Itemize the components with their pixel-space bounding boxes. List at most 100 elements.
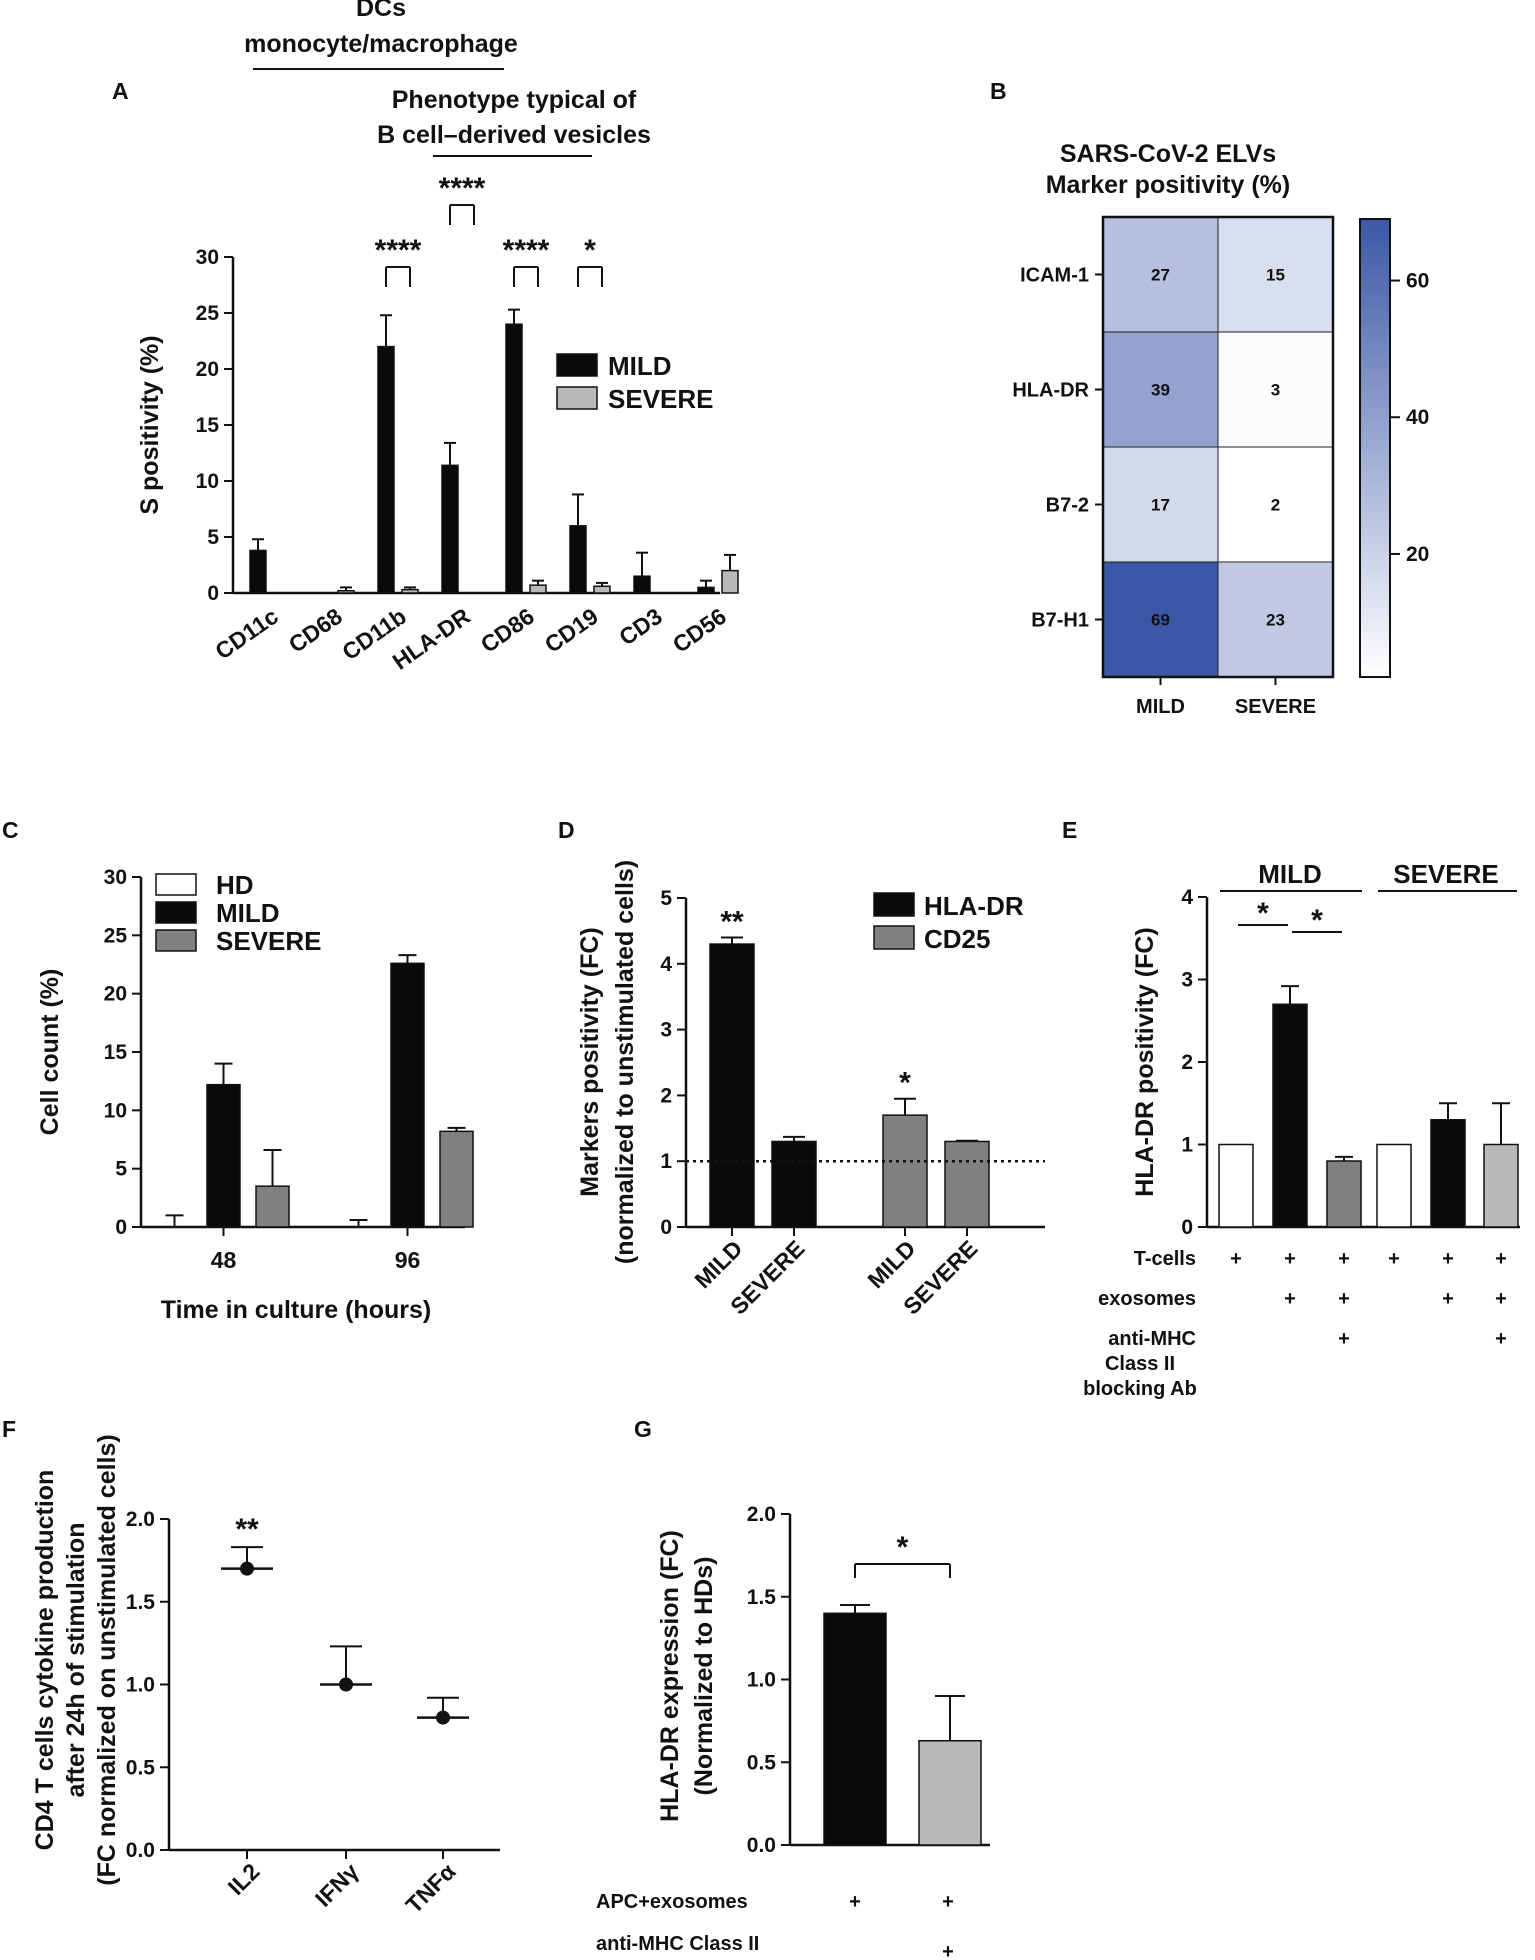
panel-a-bar-cd86-severe — [529, 584, 547, 594]
panel-d-legend-swatch-hla-dr — [873, 892, 915, 917]
panel-e-group-label-severe: SEVERE — [1393, 859, 1499, 889]
panel-a-y-tick-label-4: 20 — [196, 358, 219, 381]
panel-e-bar-5 — [1483, 1143, 1519, 1228]
panel-g-y-tick-label-4: 2.0 — [747, 1503, 776, 1526]
heatmap-value-b7-h1-mild: 69 — [1151, 611, 1170, 630]
heatmap-row-label-icam-1: ICAM-1 — [1020, 265, 1089, 287]
panel-e-condition-mark-0-1: + — [1284, 1248, 1296, 1270]
panel-a-sig-label-cd11b: **** — [375, 234, 422, 267]
panel-f-point-il2 — [240, 1561, 254, 1576]
panel-a-sig-label-hla-dr: **** — [439, 172, 486, 205]
panel-e-condition-mark-0-3: + — [1388, 1248, 1400, 1270]
panel-a-y-axis-title: S positivity (%) — [136, 335, 164, 514]
panel-g-y-tick-label-1: 0.5 — [747, 1751, 777, 1774]
panel-e-bar-2 — [1326, 1160, 1362, 1228]
panel-e-group-label-mild: MILD — [1258, 859, 1322, 889]
panel-d-bar-hla-dr-severe — [771, 1140, 817, 1228]
panel-g-condition-label-anti-mhc-class-ii: anti-MHC Class II — [596, 1933, 759, 1955]
panel-c-legend-label-mild: MILD — [216, 898, 280, 928]
heatmap-title-line1: SARS-CoV-2 ELVs — [1060, 140, 1276, 168]
panel-e-condition-mark-0-2: + — [1338, 1248, 1350, 1270]
panel-a-bar-cd19-mild — [569, 525, 587, 594]
panel-d-legend-label-cd25: CD25 — [924, 924, 990, 954]
panel-f-point-ifn — [339, 1677, 353, 1692]
panel-e-condition-mark-1-4: + — [1442, 1288, 1454, 1310]
panel-a-y-tick-label-5: 25 — [196, 302, 220, 325]
panel-e-sig-label-0: * — [1257, 897, 1269, 930]
panel-f-y-axis-title-line2: after 24h of stimulation — [62, 1522, 90, 1797]
heatmap-value-icam-1-mild: 27 — [1151, 266, 1170, 285]
panel-f-point-tnf — [436, 1710, 450, 1725]
panel-g-bar-0 — [823, 1612, 887, 1846]
annotation-dcs: DCs — [356, 0, 406, 22]
panel-d-y-tick-label-3: 3 — [660, 1019, 672, 1042]
panel-a-x-label-cd68: CD68 — [284, 603, 347, 658]
panel-e-sig-label-1: * — [1311, 904, 1323, 937]
panel-c-legend-swatch-severe — [155, 929, 197, 952]
heatmap-value-b7-h1-severe: 23 — [1266, 611, 1285, 630]
panel-g-bar-1 — [918, 1739, 982, 1846]
panel-a-bar-cd11b-severe — [401, 588, 419, 594]
panel-c-x-label-96: 96 — [395, 1247, 421, 1273]
panel-g-sig-label-0: * — [897, 1531, 909, 1564]
panel-d-y-tick-label-0: 0 — [660, 1216, 672, 1239]
heatmap-cell-icam-1-severe — [1217, 216, 1334, 333]
panel-a-bar-cd11b-mild — [377, 345, 395, 594]
heatmap-value-hla-dr-severe: 3 — [1271, 381, 1280, 400]
heatmap-cell-b7-2-severe — [1217, 446, 1334, 563]
panel-e-condition-mark-2-2: + — [1338, 1328, 1350, 1350]
panel-a-y-tick-label-6: 30 — [196, 246, 219, 269]
panel-c-y-tick-label-1: 5 — [115, 1158, 127, 1181]
panel-f-y-tick-label-3: 1.5 — [126, 1591, 156, 1614]
panel-a-legend-label-severe: SEVERE — [608, 384, 714, 414]
heatmap-col-label-severe: SEVERE — [1235, 696, 1316, 718]
heatmap-border — [1101, 215, 1335, 679]
heatmap-value-hla-dr-mild: 39 — [1151, 381, 1170, 400]
panel-c-bar-48-mild — [206, 1083, 241, 1228]
panel-d-bar-cd25-severe — [944, 1140, 990, 1228]
panel-c-legend-label-severe: SEVERE — [216, 926, 322, 956]
panel-f-y-axis-title-line3: (FC normalized on unstimulated cells) — [93, 1434, 121, 1885]
heatmap-col-label-mild: MILD — [1136, 696, 1185, 718]
panel-a-legend-swatch-severe — [556, 386, 598, 410]
panel-e-bar-4 — [1430, 1119, 1466, 1228]
heatmap-cell-b7-h1-mild — [1102, 561, 1219, 678]
panel-e-condition-mark-1-2: + — [1338, 1288, 1350, 1310]
panel-a-x-label-cd56: CD56 — [668, 603, 731, 658]
panel-f-x-label-tnf: TNFα — [401, 1858, 461, 1918]
heatmap-colorbar — [1359, 218, 1391, 678]
panel-g-condition-mark-1-1: + — [942, 1941, 954, 1960]
panel-a-legend-label-mild: MILD — [608, 351, 672, 381]
heatmap-value-b7-2-severe: 2 — [1271, 496, 1280, 515]
heatmap-row-label-b7-h1: B7-H1 — [1031, 610, 1089, 632]
heatmap-colorbar-label-60: 60 — [1406, 270, 1429, 293]
heatmap-row-label-b7-2: B7-2 — [1046, 495, 1089, 517]
panel-e-y-tick-label-3: 3 — [1181, 969, 1193, 992]
annotation-b-cell-vesicles: B cell–derived vesicles — [377, 121, 651, 149]
panel-f-y-tick-label-0: 0.0 — [126, 1839, 155, 1862]
panel-g-condition-mark-0-1: + — [942, 1891, 954, 1913]
panel-c-legend-swatch-mild — [155, 901, 197, 924]
panel-g-y-tick-label-0: 0.0 — [747, 1834, 776, 1857]
panel-a-bar-cd56-severe — [721, 569, 739, 594]
panel-e-y-tick-label-2: 2 — [1181, 1051, 1193, 1074]
panel-e-condition-mark-0-0: + — [1230, 1248, 1242, 1270]
panel-a-y-tick-label-2: 10 — [196, 470, 219, 493]
panel-e-condition-label-exosomes: exosomes — [1098, 1288, 1196, 1310]
heatmap-cell-b7-h1-severe — [1217, 561, 1334, 678]
panel-a-y-tick-label-1: 5 — [207, 526, 219, 549]
panel-a-bar-cd86-mild — [505, 323, 523, 594]
panel-letter-e: E — [1062, 817, 1077, 843]
panel-a-bar-cd68-severe — [337, 590, 355, 594]
panel-f-y-tick-label-1: 0.5 — [126, 1756, 156, 1779]
panel-a-y-tick-label-0: 0 — [207, 582, 219, 605]
panel-e-y-tick-label-1: 1 — [1181, 1134, 1193, 1157]
panel-c-y-tick-label-6: 30 — [104, 866, 127, 889]
panel-d-bar-hla-dr-mild — [709, 943, 755, 1228]
panel-letter-c: C — [2, 817, 19, 843]
panel-letter-d: D — [558, 817, 575, 843]
heatmap-value-b7-2-mild: 17 — [1151, 496, 1170, 515]
panel-d-bar-cd25-mild — [882, 1114, 928, 1228]
panel-a-bar-cd3-mild — [633, 575, 651, 594]
